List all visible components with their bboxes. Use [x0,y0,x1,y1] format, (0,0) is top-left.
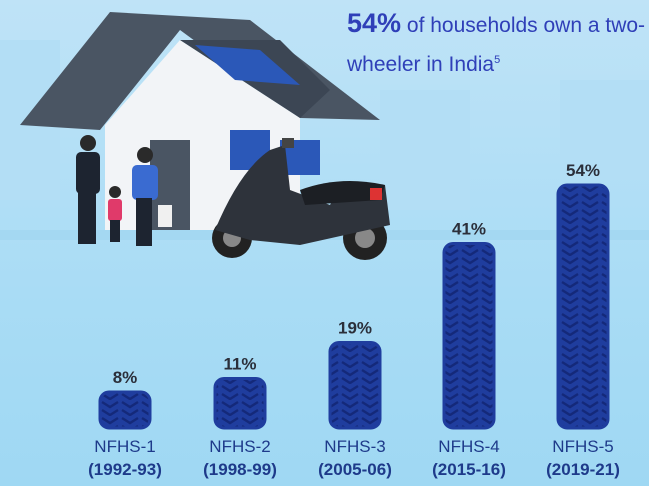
tire-bar [328,341,382,430]
family-illustration [76,135,172,246]
tire-bar [98,390,152,430]
tire-bar [442,242,496,430]
value-label: 19% [338,319,372,338]
chart-title: 54% of households own a two-wheeler in I… [347,6,647,82]
value-label: 41% [452,220,486,239]
scooter-illustration [212,138,390,260]
x-tick-period: (2005-06) [318,460,392,479]
x-tick-period: (1992-93) [88,460,162,479]
value-label: 54% [566,161,600,180]
x-tick-label: NFHS-5 [552,437,613,456]
x-tick-period: (2019-21) [546,460,620,479]
title-footnote: 5 [494,54,501,66]
x-tick-label: NFHS-2 [209,437,270,456]
value-label: 8% [113,368,138,387]
tire-bar [556,183,610,430]
x-tick-label: NFHS-3 [324,437,385,456]
x-tick-period: (1998-99) [203,460,277,479]
tire-bar [213,377,267,430]
title-highlight: 54% [347,8,402,38]
value-label: 11% [223,355,256,374]
x-tick-label: NFHS-4 [438,437,499,456]
background-buildings [0,40,649,210]
x-tick-label: NFHS-1 [94,437,155,456]
x-tick-period: (2015-16) [432,460,506,479]
title-text: of households own a two-wheeler in India [347,14,646,76]
